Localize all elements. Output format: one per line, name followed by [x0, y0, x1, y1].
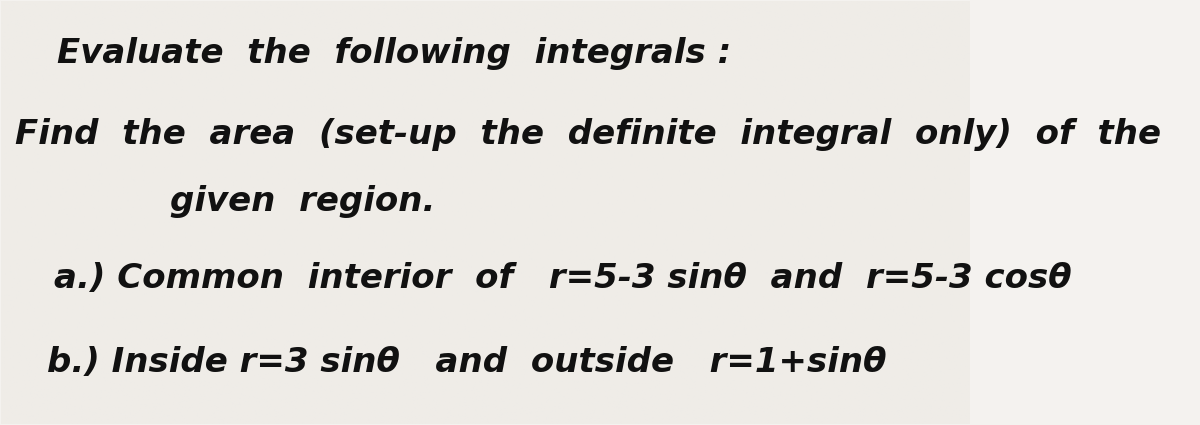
Text: b.) Inside r=3 sinθ   and  outside   r=1+sinθ: b.) Inside r=3 sinθ and outside r=1+sinθ: [47, 346, 887, 380]
Text: given  region.: given region.: [170, 185, 436, 218]
Text: Find  the  area  (set-up  the  definite  integral  only)  of  the: Find the area (set-up the definite integ…: [16, 118, 1162, 150]
Text: a.) Common  interior  of   r=5-3 sinθ  and  r=5-3 cosθ: a.) Common interior of r=5-3 sinθ and r=…: [54, 262, 1072, 295]
Text: Evaluate  the  following  integrals :: Evaluate the following integrals :: [56, 37, 731, 70]
